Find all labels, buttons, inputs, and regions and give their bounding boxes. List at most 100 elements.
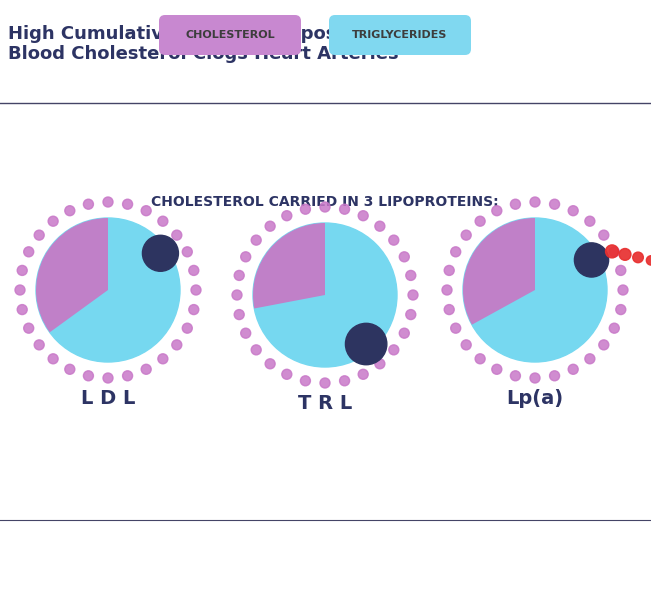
Circle shape <box>530 373 540 383</box>
Circle shape <box>510 199 520 209</box>
Circle shape <box>585 354 595 364</box>
Circle shape <box>158 216 168 226</box>
Circle shape <box>399 252 409 262</box>
Circle shape <box>568 364 578 374</box>
Circle shape <box>251 235 261 245</box>
Circle shape <box>35 340 44 350</box>
Circle shape <box>616 266 626 276</box>
Circle shape <box>574 243 609 277</box>
Circle shape <box>375 221 385 231</box>
Text: High Cumulative Life-long Exposure to: High Cumulative Life-long Exposure to <box>8 25 397 43</box>
Text: L D L: L D L <box>81 389 135 408</box>
Circle shape <box>234 310 244 320</box>
Circle shape <box>340 204 350 214</box>
Circle shape <box>530 197 540 207</box>
Circle shape <box>65 206 75 216</box>
Circle shape <box>103 197 113 207</box>
Circle shape <box>618 285 628 295</box>
Circle shape <box>158 354 168 364</box>
Circle shape <box>189 304 199 314</box>
Circle shape <box>17 304 27 314</box>
Circle shape <box>300 204 311 214</box>
Circle shape <box>36 218 180 362</box>
Circle shape <box>616 304 626 314</box>
Circle shape <box>122 371 133 381</box>
Circle shape <box>492 206 502 216</box>
Text: CHOLESTEROL CARRIED IN 3 LIPOPROTEINS:: CHOLESTEROL CARRIED IN 3 LIPOPROTEINS: <box>151 195 499 209</box>
Circle shape <box>234 270 244 280</box>
Circle shape <box>475 216 485 226</box>
Circle shape <box>633 252 643 263</box>
Circle shape <box>103 373 113 383</box>
Wedge shape <box>253 223 325 309</box>
Circle shape <box>320 202 330 212</box>
Circle shape <box>510 371 520 381</box>
Circle shape <box>17 266 27 276</box>
Circle shape <box>253 223 397 367</box>
Circle shape <box>568 206 578 216</box>
Circle shape <box>475 354 485 364</box>
Circle shape <box>461 230 471 240</box>
Circle shape <box>408 290 418 300</box>
Circle shape <box>189 266 199 276</box>
Circle shape <box>450 323 461 333</box>
Circle shape <box>172 340 182 350</box>
Circle shape <box>346 323 387 365</box>
Circle shape <box>48 354 58 364</box>
Circle shape <box>549 371 560 381</box>
Circle shape <box>619 248 631 260</box>
Circle shape <box>609 247 619 257</box>
Text: CHOLESTEROL: CHOLESTEROL <box>185 30 275 40</box>
Text: Lp(a): Lp(a) <box>506 389 564 408</box>
Circle shape <box>549 199 560 209</box>
Circle shape <box>585 216 595 226</box>
Circle shape <box>389 235 399 245</box>
Circle shape <box>15 285 25 295</box>
Circle shape <box>265 359 275 369</box>
Circle shape <box>23 247 34 257</box>
Circle shape <box>599 340 609 350</box>
Circle shape <box>83 371 93 381</box>
Circle shape <box>282 211 292 221</box>
Circle shape <box>399 328 409 338</box>
Circle shape <box>182 247 192 257</box>
Circle shape <box>406 270 416 280</box>
Circle shape <box>609 323 619 333</box>
Circle shape <box>35 230 44 240</box>
Circle shape <box>406 310 416 320</box>
Circle shape <box>23 323 34 333</box>
Circle shape <box>141 364 151 374</box>
Circle shape <box>300 376 311 386</box>
Circle shape <box>442 285 452 295</box>
Text: Blood Cholesterol Clogs Heart Arteries: Blood Cholesterol Clogs Heart Arteries <box>8 45 398 63</box>
Circle shape <box>492 364 502 374</box>
Circle shape <box>65 364 75 374</box>
Circle shape <box>646 255 651 265</box>
FancyBboxPatch shape <box>159 15 301 55</box>
Text: T R L: T R L <box>298 394 352 413</box>
Circle shape <box>605 245 618 258</box>
Wedge shape <box>463 218 535 325</box>
Circle shape <box>444 266 454 276</box>
Circle shape <box>444 304 454 314</box>
Circle shape <box>358 211 368 221</box>
Circle shape <box>143 235 178 271</box>
Circle shape <box>358 369 368 379</box>
Circle shape <box>450 247 461 257</box>
Circle shape <box>191 285 201 295</box>
Circle shape <box>48 216 58 226</box>
Circle shape <box>172 230 182 240</box>
Circle shape <box>463 218 607 362</box>
Circle shape <box>241 328 251 338</box>
Circle shape <box>141 206 151 216</box>
Circle shape <box>265 221 275 231</box>
Circle shape <box>340 376 350 386</box>
Circle shape <box>182 323 192 333</box>
Circle shape <box>599 230 609 240</box>
Circle shape <box>461 340 471 350</box>
Circle shape <box>375 359 385 369</box>
Circle shape <box>232 290 242 300</box>
Circle shape <box>241 252 251 262</box>
Circle shape <box>389 345 399 355</box>
Circle shape <box>83 199 93 209</box>
